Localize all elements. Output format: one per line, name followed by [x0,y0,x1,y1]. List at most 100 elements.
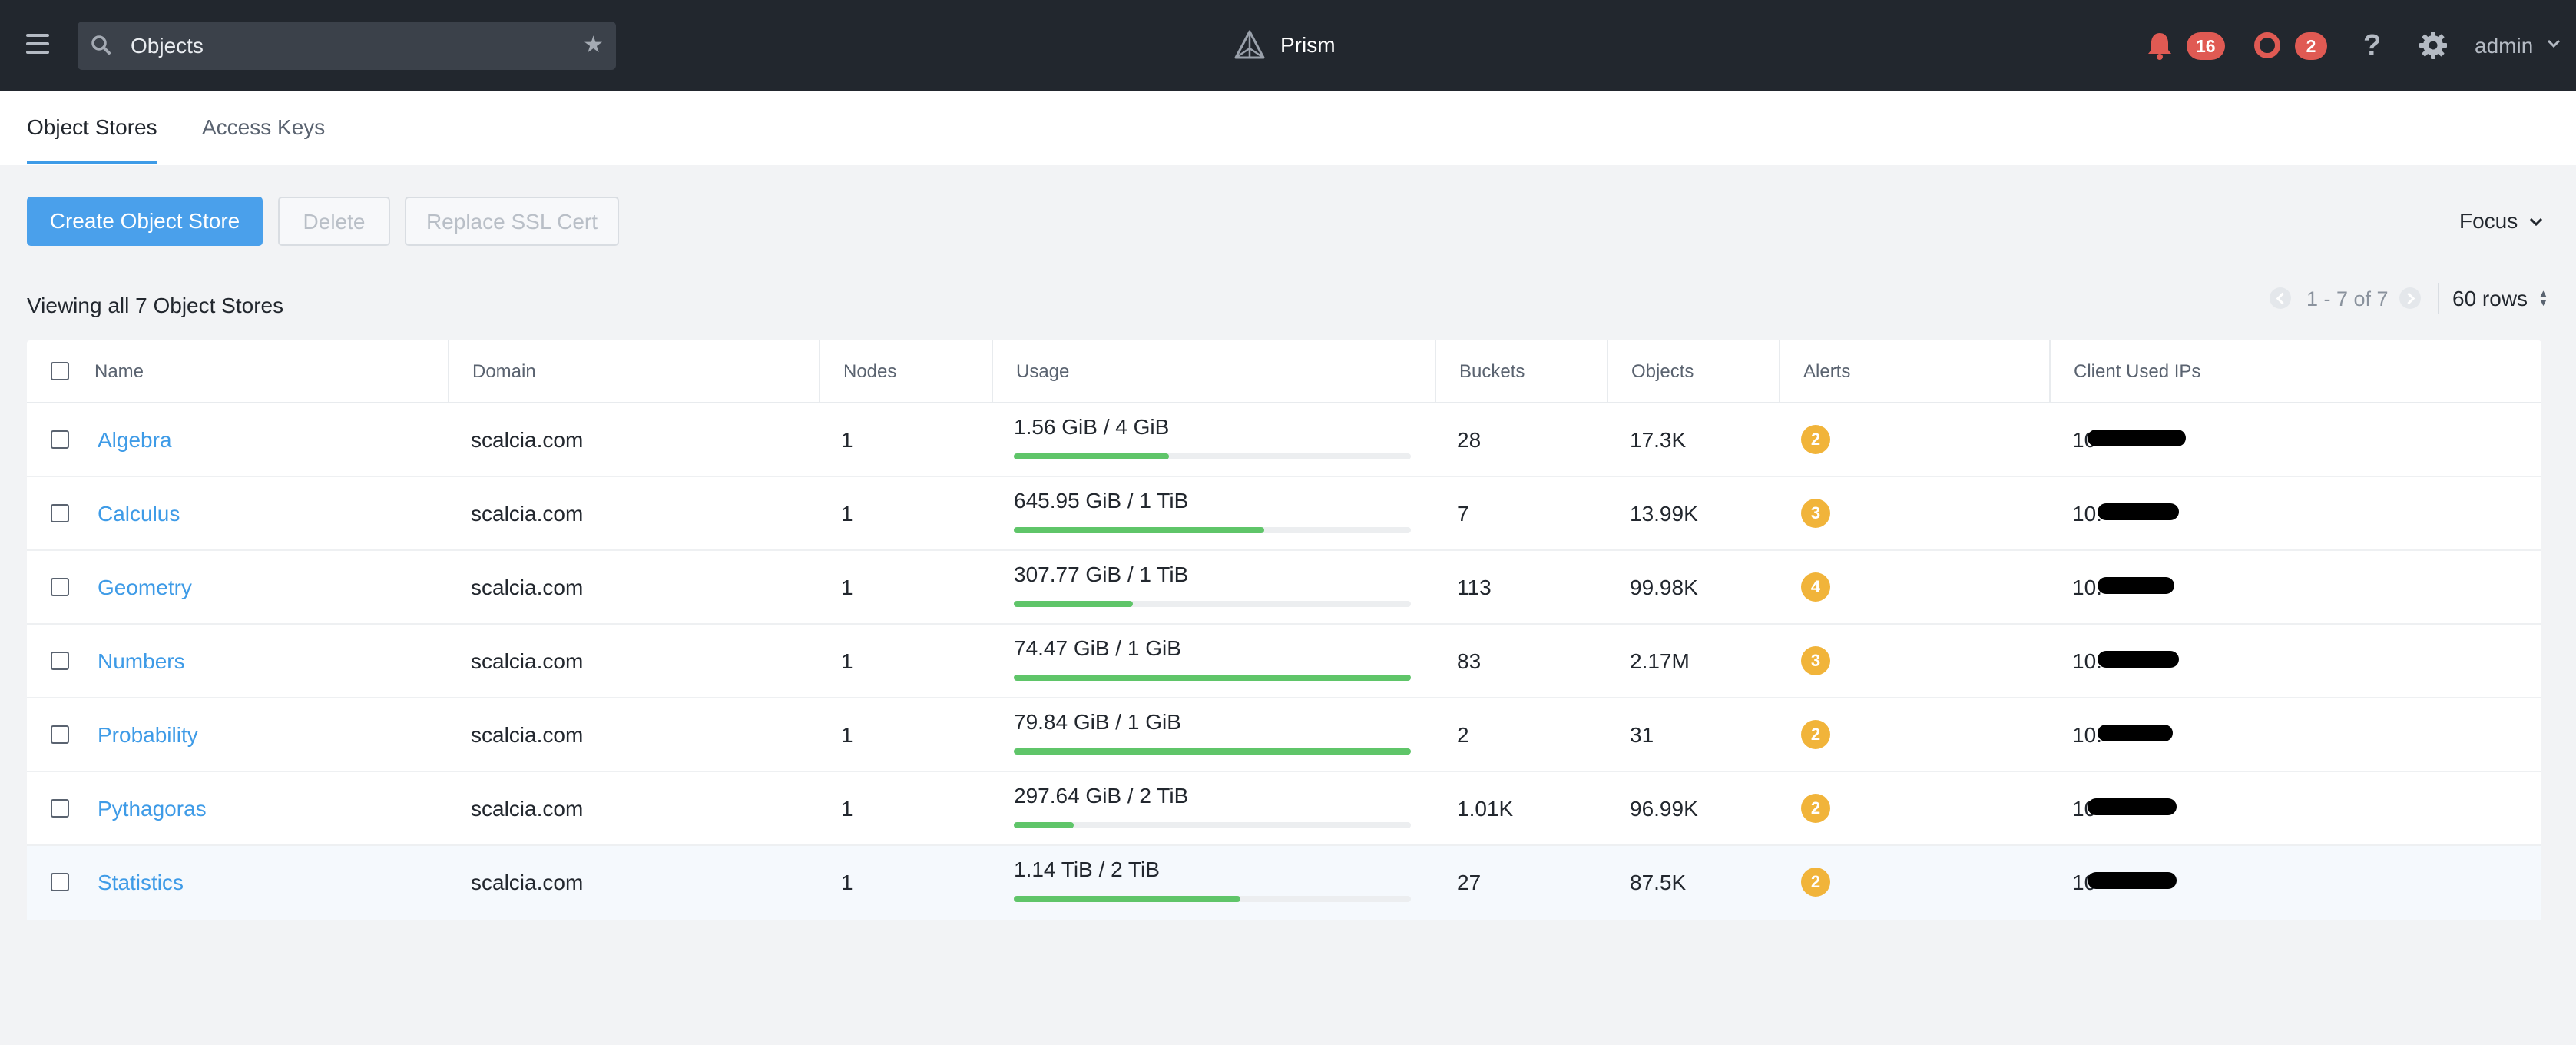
usage-progress-fill [1014,896,1240,902]
row-checkbox[interactable] [51,725,69,744]
column-header-objects[interactable]: Objects [1607,340,1694,403]
notifications-count-badge[interactable]: 16 [2187,32,2225,60]
object-store-name-link[interactable]: Numbers [98,649,185,673]
row-checkbox[interactable] [51,799,69,818]
rows-per-page-select[interactable]: 60 rows [2452,287,2528,310]
column-header-buckets[interactable]: Buckets [1435,340,1525,403]
usage-progress-fill [1014,822,1074,828]
objects-cell: 87.5K [1630,871,1687,894]
column-header-nodes[interactable]: Nodes [819,340,896,403]
object-stores-table: Name Domain Nodes Usage Buckets Objects … [27,340,2541,920]
nodes-cell: 1 [841,797,853,821]
redacted-ip-mark [2088,872,2177,889]
usage-progress-fill [1014,675,1411,681]
table-row: Algebra scalcia.com 1 1.56 GiB / 4 GiB 2… [27,403,2541,477]
usage-text: 74.47 GiB / 1 GiB [1014,636,1181,660]
domain-cell: scalcia.com [471,428,584,452]
help-icon[interactable]: ? [2363,29,2382,61]
column-header-client-used-ips[interactable]: Client Used IPs [2049,340,2200,403]
domain-cell: scalcia.com [471,797,584,821]
row-checkbox[interactable] [51,873,69,891]
object-store-name-link[interactable]: Statistics [98,871,184,894]
redacted-ip-mark [2088,430,2186,446]
replace-ssl-cert-button[interactable]: Replace SSL Cert [405,197,619,246]
redacted-ip-mark [2088,798,2177,815]
tab-bar: Object Stores Access Keys [0,91,2576,165]
client-ip-prefix: 10. [2072,723,2102,747]
delete-button[interactable]: Delete [278,197,390,246]
usage-text: 307.77 GiB / 1 TiB [1014,562,1189,586]
alerts-count-badge[interactable]: 3 [1801,499,1830,528]
usage-progress-bar [1014,453,1411,459]
buckets-cell: 1.01K [1457,797,1514,821]
buckets-cell: 83 [1457,649,1482,673]
objects-cell: 13.99K [1630,502,1698,526]
alerts-count-badge[interactable]: 2 [2295,32,2327,60]
focus-dropdown[interactable]: Focus [2459,209,2518,233]
buckets-cell: 27 [1457,871,1482,894]
alerts-count-badge[interactable]: 2 [1801,794,1830,823]
usage-text: 79.84 GiB / 1 GiB [1014,710,1181,734]
select-all-checkbox[interactable] [51,362,69,380]
redacted-ip-mark [2098,725,2173,741]
domain-cell: scalcia.com [471,871,584,894]
sort-arrows-icon[interactable]: ▲ ▼ [2538,287,2548,308]
user-menu-label[interactable]: admin [2475,34,2534,58]
client-ip-prefix: 10. [2072,502,2102,526]
domain-cell: scalcia.com [471,649,584,673]
column-header-alerts[interactable]: Alerts [1779,340,1850,403]
row-checkbox[interactable] [51,578,69,596]
usage-progress-bar [1014,527,1411,533]
nodes-cell: 1 [841,871,853,894]
redacted-ip-mark [2098,503,2179,520]
search-bar[interactable]: Objects ★ [78,22,616,70]
tab-access-keys[interactable]: Access Keys [202,115,326,139]
app-brand: Prism [1233,26,1336,65]
star-icon[interactable]: ★ [583,32,604,58]
domain-cell: scalcia.com [471,723,584,747]
create-object-store-button[interactable]: Create Object Store [27,197,263,246]
alerts-count-badge[interactable]: 2 [1801,425,1830,454]
row-checkbox[interactable] [51,504,69,522]
column-header-domain[interactable]: Domain [448,340,536,403]
bell-icon[interactable] [2146,31,2174,60]
objects-cell: 96.99K [1630,797,1698,821]
active-tab-indicator [27,161,157,164]
row-checkbox[interactable] [51,430,69,449]
alerts-count-badge[interactable]: 4 [1801,572,1830,602]
gear-icon[interactable] [2419,31,2448,60]
objects-cell: 31 [1630,723,1654,747]
usage-text: 645.95 GiB / 1 TiB [1014,489,1189,513]
previous-page-icon[interactable] [2270,287,2291,309]
next-page-icon[interactable] [2399,287,2421,309]
object-store-name-link[interactable]: Calculus [98,502,180,526]
hamburger-menu-icon[interactable] [26,32,49,55]
chevron-down-icon[interactable] [2546,38,2561,49]
usage-text: 297.64 GiB / 2 TiB [1014,784,1189,808]
prism-logo-icon [1234,30,1265,59]
usage-text: 1.56 GiB / 4 GiB [1014,415,1170,439]
nodes-cell: 1 [841,649,853,673]
alerts-count-badge[interactable]: 2 [1801,868,1830,897]
buckets-cell: 7 [1457,502,1469,526]
object-store-name-link[interactable]: Geometry [98,576,192,599]
row-checkbox[interactable] [51,652,69,670]
alerts-count-badge[interactable]: 3 [1801,646,1830,675]
chevron-down-icon[interactable] [2528,217,2544,227]
column-header-name[interactable]: Name [94,361,144,382]
tab-object-stores[interactable]: Object Stores [27,115,157,139]
alert-ring-icon[interactable] [2254,32,2280,58]
alerts-count-badge[interactable]: 2 [1801,720,1830,749]
buckets-cell: 28 [1457,428,1482,452]
column-header-usage[interactable]: Usage [992,340,1069,403]
objects-cell: 99.98K [1630,576,1698,599]
buckets-cell: 2 [1457,723,1469,747]
object-store-name-link[interactable]: Algebra [98,428,172,452]
search-icon [91,35,111,55]
objects-cell: 17.3K [1630,428,1687,452]
objects-cell: 2.17M [1630,649,1690,673]
usage-progress-bar [1014,601,1411,607]
usage-progress-fill [1014,527,1264,533]
object-store-name-link[interactable]: Pythagoras [98,797,207,821]
object-store-name-link[interactable]: Probability [98,723,198,747]
